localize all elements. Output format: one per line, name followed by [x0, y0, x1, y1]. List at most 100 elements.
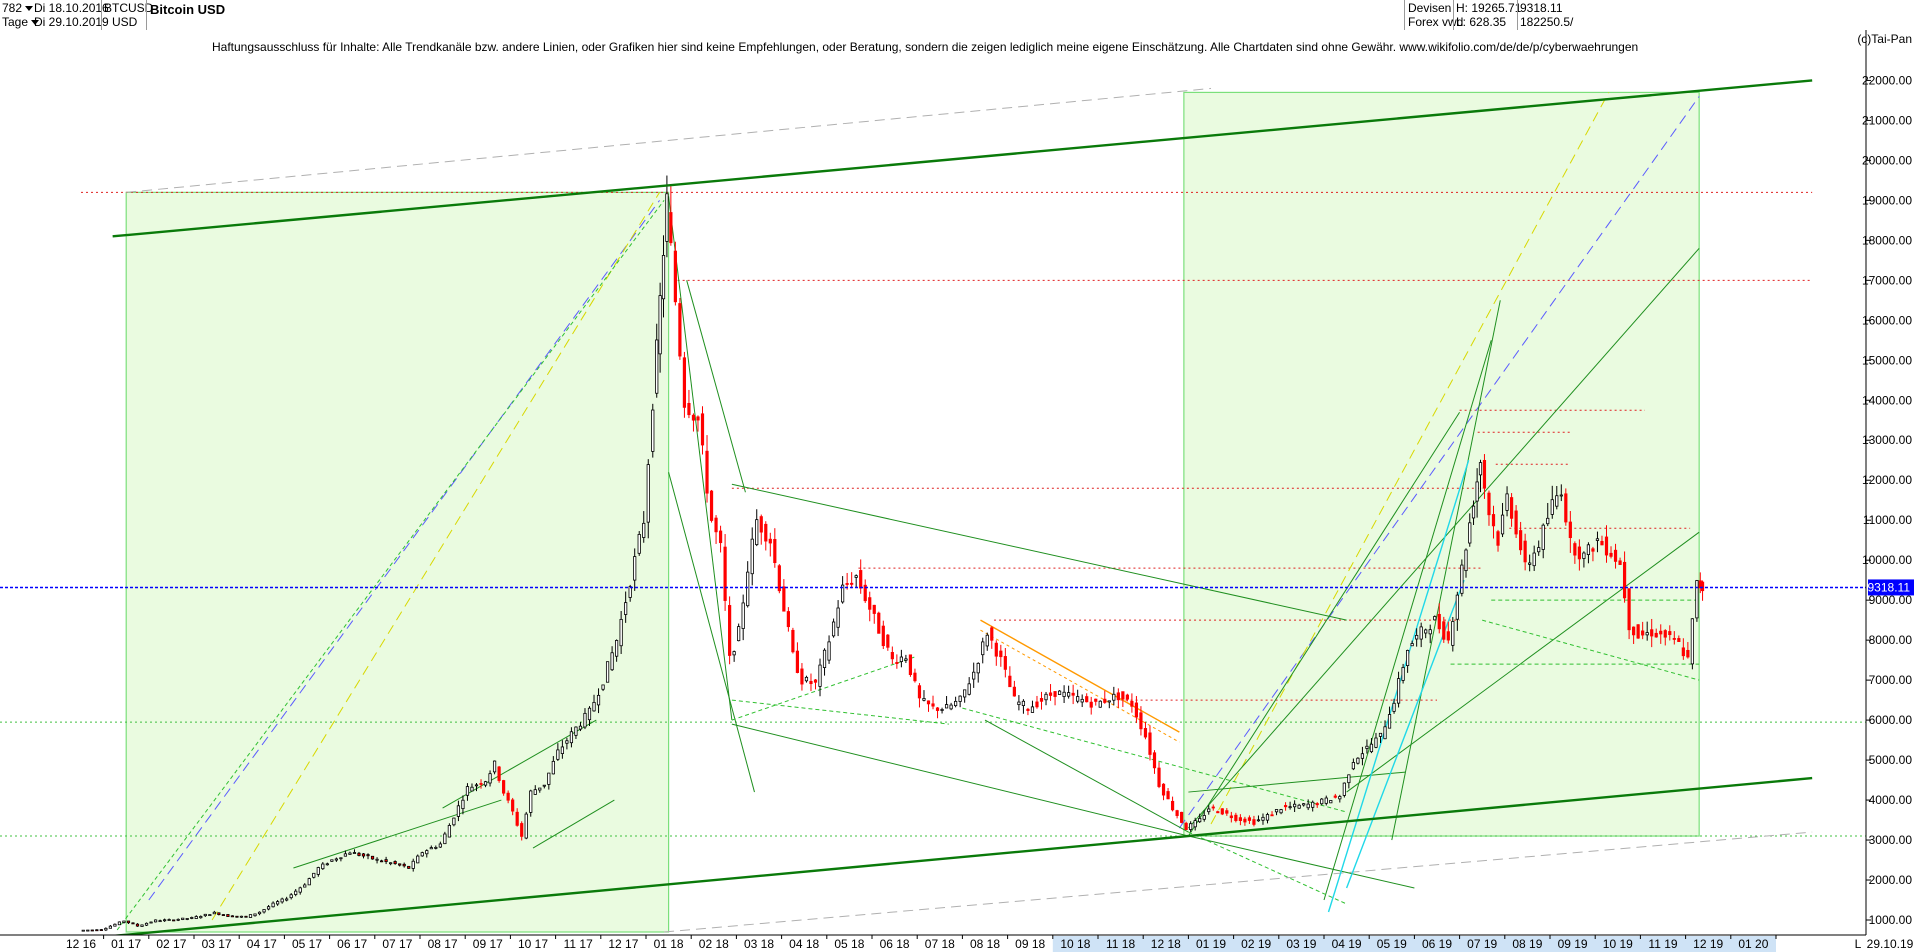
y-tick-label: 16000.00: [1862, 313, 1912, 327]
candle-body: [1632, 626, 1636, 636]
from-date[interactable]: Di 18.10.2016: [34, 1, 109, 15]
candle-body: [1067, 692, 1071, 697]
x-tick-label: 06 17: [337, 937, 367, 951]
x-tick-label: 01 18: [654, 937, 684, 951]
candle-body: [1406, 649, 1410, 666]
candle-body: [465, 786, 470, 796]
candle-body: [917, 685, 922, 699]
trend-line-10: [1188, 771, 1406, 793]
candle-body: [217, 912, 221, 916]
candle-body: [1116, 692, 1120, 701]
candle-body: [244, 915, 248, 918]
candle-body: [665, 193, 669, 242]
symbol-label[interactable]: BTCUSD: [104, 1, 154, 15]
candle-body: [1365, 745, 1369, 749]
candle-body: [958, 695, 962, 702]
candle-body: [1500, 514, 1505, 535]
candle-body: [1157, 767, 1161, 787]
candle-body: [868, 597, 872, 610]
period-select[interactable]: Tage: [2, 15, 40, 29]
candle-body: [312, 872, 316, 878]
candle-body: [1121, 691, 1125, 700]
candle-body: [1582, 552, 1586, 559]
candle-body: [800, 668, 804, 685]
candle-body: [827, 641, 831, 661]
candle-body: [1451, 621, 1455, 646]
candle-body: [1161, 783, 1166, 796]
candle-body: [398, 863, 402, 866]
candle-body: [208, 914, 212, 916]
candle-body: [1094, 698, 1098, 702]
projection-line-3: [1210, 92, 1610, 825]
candle-body: [1333, 795, 1337, 798]
candle-body: [1654, 632, 1658, 638]
candle-body: [506, 792, 510, 801]
candle-body: [1039, 698, 1044, 702]
range-box-1: [1183, 91, 1700, 837]
candle-body: [768, 538, 772, 544]
candle-body: [963, 689, 967, 698]
candle-body: [235, 915, 239, 918]
candle-body: [122, 920, 126, 923]
candle-body: [899, 656, 903, 662]
to-date[interactable]: Di 29.10.2019: [34, 15, 109, 29]
bar-count-select[interactable]: 782: [2, 1, 34, 15]
candle-body: [1433, 616, 1437, 621]
candle-body: [601, 684, 605, 690]
candle-body: [1645, 632, 1649, 636]
candle-body: [795, 650, 800, 673]
candle-body: [863, 584, 867, 602]
candle-body: [294, 890, 298, 895]
candle-body: [705, 450, 709, 494]
candle-body: [967, 683, 971, 695]
candle-body: [678, 303, 682, 357]
candle-body: [1478, 462, 1483, 476]
candle-body: [289, 894, 293, 899]
y-tick-label: 17000.00: [1862, 273, 1912, 287]
candle-body: [1152, 752, 1157, 769]
candle-body: [913, 672, 917, 682]
candle-body: [886, 634, 890, 648]
candle-body: [1089, 701, 1093, 708]
candle-body: [990, 627, 994, 641]
x-tick-label: 08 19: [1512, 937, 1542, 951]
candle-body: [1211, 806, 1215, 809]
candle-body: [1320, 798, 1324, 805]
candle-body: [1044, 693, 1048, 701]
candle-body: [1568, 521, 1572, 539]
candle-body: [1030, 706, 1035, 713]
y-tick-label: 2000.00: [1869, 873, 1913, 887]
candle-body: [813, 679, 818, 683]
candle-body: [1143, 728, 1148, 738]
candle-body: [642, 522, 646, 538]
candle-body: [1338, 796, 1342, 800]
candle-body: [1347, 774, 1351, 784]
candle-body: [479, 783, 483, 785]
candle-body: [1107, 700, 1111, 703]
candle-body: [1609, 552, 1613, 557]
candle-body: [407, 865, 411, 869]
candle-body: [108, 925, 112, 929]
candle-body: [714, 517, 718, 533]
x-tick-label: 05 19: [1377, 937, 1407, 951]
y-tick-label: 8000.00: [1869, 633, 1913, 647]
candle-body: [1663, 630, 1667, 638]
y-tick-label: 12000.00: [1862, 473, 1912, 487]
candle-body: [1324, 797, 1328, 804]
candle-body: [728, 605, 732, 656]
candle-body: [1690, 618, 1694, 665]
channel-line-7: [1482, 619, 1700, 681]
candle-body: [343, 853, 348, 857]
candle-body: [551, 760, 555, 775]
candle-body: [935, 707, 940, 711]
candle-body: [1437, 613, 1441, 630]
candle-body: [610, 652, 614, 671]
dropdown-arrow-icon: [25, 6, 34, 12]
candle-body: [1604, 536, 1609, 556]
candle-body: [1383, 726, 1387, 740]
candle-body: [497, 766, 501, 781]
y-tick-label: 5000.00: [1869, 753, 1913, 767]
candle-body: [981, 641, 985, 656]
candle-body: [176, 918, 180, 921]
